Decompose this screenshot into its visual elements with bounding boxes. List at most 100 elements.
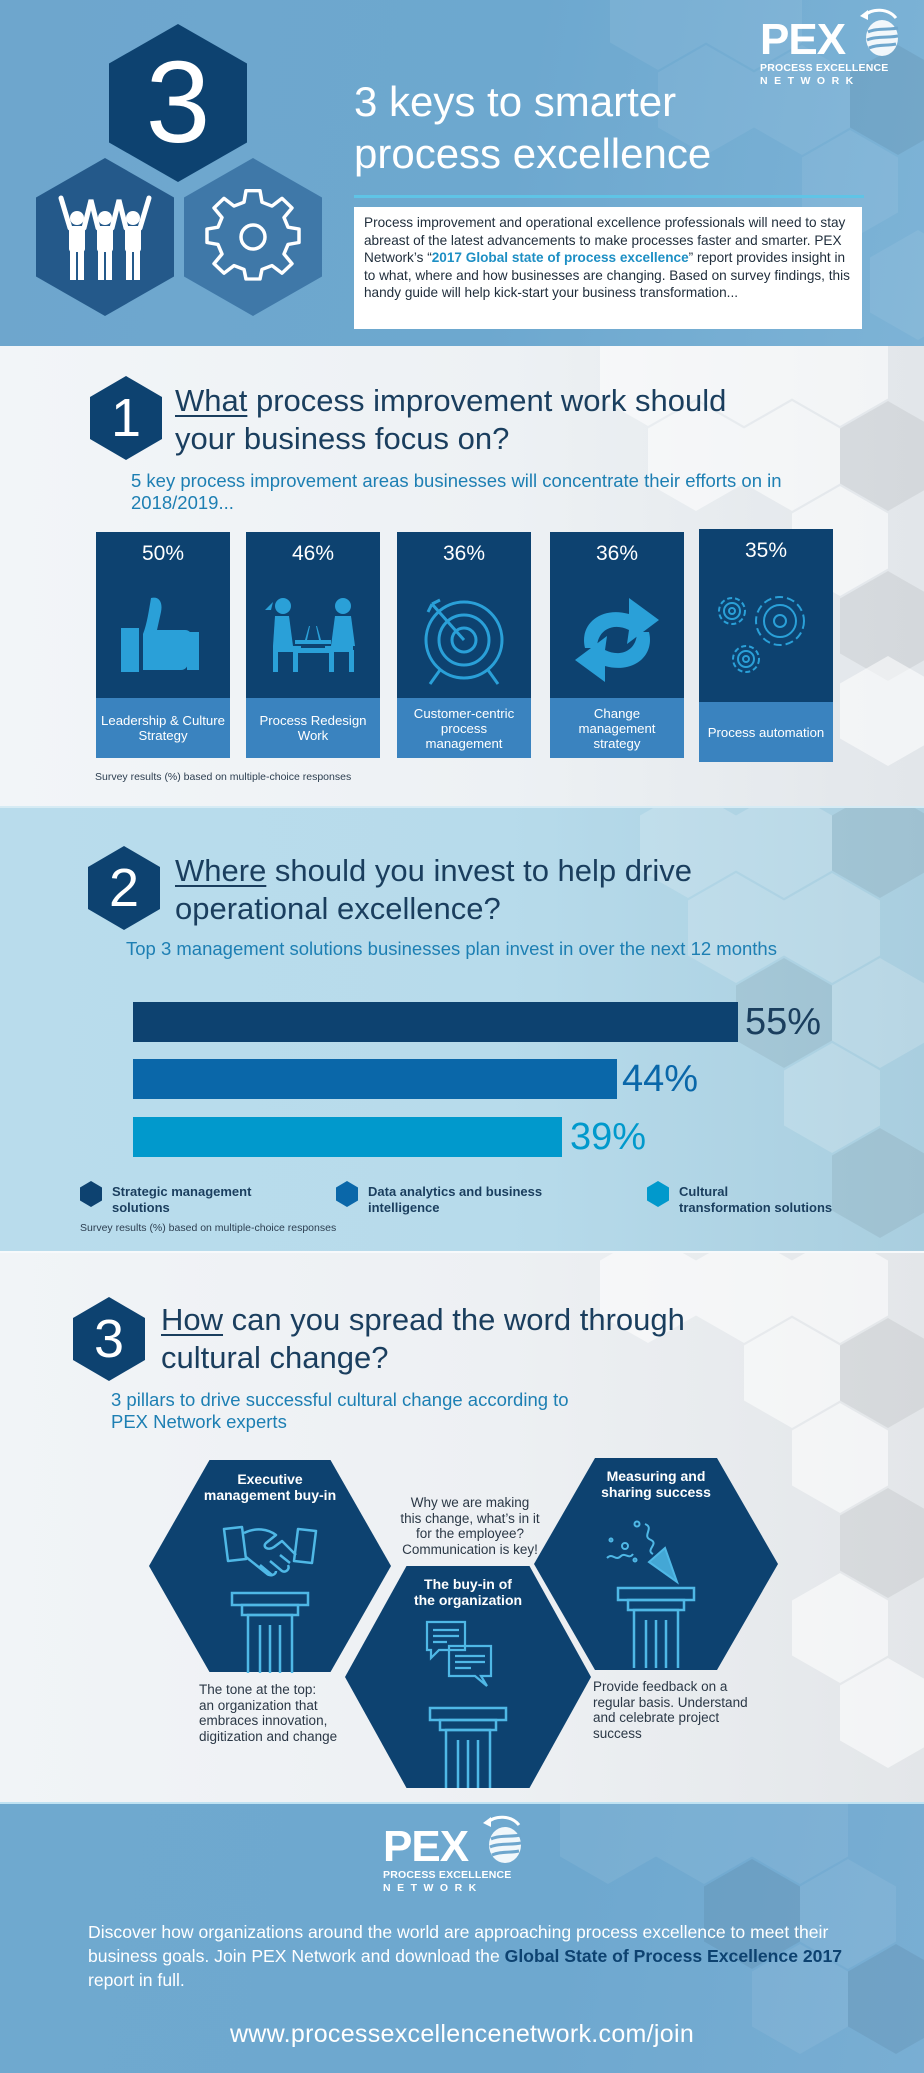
background-hexagon	[870, 230, 924, 340]
bar-cultural-transformation	[133, 1117, 562, 1157]
card-label: Leadership & Culture Strategy	[96, 698, 230, 758]
bar-value: 55%	[745, 1001, 822, 1043]
focus-card-customer-centric: 36% Customer-centric process management	[397, 532, 531, 758]
pillar-column-icon	[428, 1706, 508, 1788]
section-subtitle: 3 pillars to drive successful cultural c…	[111, 1389, 569, 1432]
title-line-1: 3 keys to smarter	[354, 78, 677, 125]
legend-item-analytics: Data analytics and business intelligence	[336, 1181, 543, 1216]
pillar-description: The tone at the top: an organization that…	[199, 1682, 338, 1744]
handshake-icon	[222, 1525, 318, 1577]
background-hexagon	[840, 656, 924, 766]
focus-card-leadership: 50% Leadership & Culture Strategy	[96, 532, 230, 758]
legend-hexagon-icon	[80, 1181, 102, 1207]
section-title: How can you spread the word through cult…	[161, 1301, 881, 1377]
background-hexagon	[560, 1804, 656, 1884]
report-name[interactable]: Global State of Process Excellence 2017	[504, 1946, 843, 1966]
bar-value: 39%	[570, 1116, 647, 1158]
pillar-column-icon	[230, 1591, 310, 1673]
background-hexagon	[648, 401, 744, 511]
title-rest: should you invest to help drive	[266, 853, 692, 888]
pex-logo-footer[interactable]: PEX PROCESS EXCELLENCE NETWORK	[383, 1815, 522, 1895]
background-hexagon	[800, 1859, 896, 1969]
report-link[interactable]: 2017 Global state of process excellence	[431, 250, 689, 266]
title-keyword: What	[175, 383, 248, 418]
card-percent: 35%	[744, 539, 788, 562]
legend-item-cultural: Cultural transformation solutions	[647, 1181, 833, 1216]
title-line-2: operational excellence?	[175, 891, 501, 926]
background-hexagon	[704, 1859, 800, 1969]
section-number-badge: 3	[73, 1297, 145, 1381]
pillar-column-icon	[616, 1586, 696, 1668]
party-popper-icon	[606, 1520, 679, 1585]
thumbs-up-icon	[121, 597, 199, 672]
survey-note: Survey results (%) based on multiple-cho…	[95, 771, 352, 783]
card-label: Customer-centric process management	[397, 698, 531, 758]
gear-icon	[205, 189, 301, 281]
background-hexagon	[784, 1043, 880, 1153]
legend-hexagon-icon	[647, 1181, 669, 1207]
intro-text-cont: ” report provides insight in to what, wh…	[364, 250, 850, 301]
card-label: Process automation	[699, 702, 833, 762]
bar-strategic-management	[133, 1002, 738, 1042]
gear-hexagon	[184, 158, 322, 316]
legend-hexagon-icon	[336, 1181, 358, 1207]
card-percent: 36%	[595, 542, 639, 565]
card-percent: 36%	[442, 542, 486, 565]
title-divider	[354, 195, 864, 198]
section-number-badge: 2	[88, 846, 160, 930]
refresh-arrows-icon	[575, 598, 659, 682]
background-hexagon	[744, 401, 840, 511]
title-keyword: Where	[175, 853, 267, 888]
legend-label: Cultural transformation solutions	[679, 1184, 833, 1215]
section-investment: 2 Where should you invest to help drive …	[0, 806, 924, 1251]
footer-section	[0, 1802, 924, 2073]
gears-icon	[718, 596, 805, 673]
section-focus-areas: 1 What process improvement work should y…	[0, 346, 924, 806]
background-hexagon	[752, 1944, 848, 2054]
logo-line-2: NETWORK	[760, 75, 860, 88]
title-keyword: How	[161, 1302, 224, 1337]
title-rest: can you spread the word through	[223, 1302, 685, 1337]
section-number-badge: 1	[90, 376, 162, 460]
pillar-description: Provide feedback on a regular basis. Unde…	[593, 1679, 748, 1741]
chat-bubbles-icon	[425, 1620, 493, 1687]
focus-card-automation: 35% Process automation	[699, 529, 833, 762]
target-icon	[424, 598, 504, 685]
card-label: Process Redesign Work	[246, 698, 380, 758]
background-hexagon	[792, 1573, 888, 1683]
intro-text: Process improvement and operational exce…	[364, 215, 846, 266]
globe-icon	[860, 8, 899, 56]
section-title: What process improvement work should you…	[175, 382, 875, 458]
title-rest: process improvement work should	[247, 383, 727, 418]
section-title: Where should you invest to help drive op…	[175, 852, 875, 928]
pillar-title: The buy-in of the organization	[413, 1576, 523, 1608]
people-working-icon	[265, 598, 355, 672]
bar-data-analytics	[133, 1059, 617, 1099]
badge-hexagon-three: 3	[109, 24, 247, 182]
page-title: 3 keys to smarter process excellence	[354, 76, 794, 180]
focus-card-redesign: 46% Process Redesign Work	[246, 532, 380, 758]
legend-item-strategic: Strategic management solutions	[80, 1181, 251, 1216]
bar-value: 44%	[622, 1058, 699, 1100]
pillar-title: Measuring and sharing success	[601, 1468, 711, 1500]
legend-label: Data analytics and business intelligence	[368, 1184, 543, 1215]
globe-icon	[483, 1815, 522, 1863]
pillar-description: Why we are making this change, what’s in …	[400, 1495, 540, 1557]
join-url-link[interactable]: www.processexcellencenetwork.com/join	[229, 2020, 695, 2048]
card-label: Change management strategy	[550, 698, 684, 758]
background-hexagon	[744, 1318, 840, 1428]
logo-line-1: PROCESS EXCELLENCE	[383, 1869, 512, 1881]
section-subtitle: Top 3 management solutions businesses pl…	[126, 938, 777, 959]
title-line-2: process excellence	[354, 130, 712, 177]
focus-card-change-management: 36% Change management strategy	[550, 532, 684, 758]
survey-note: Survey results (%) based on multiple-cho…	[80, 1222, 337, 1234]
section-cultural-change: 3 How can you spread the word through cu…	[0, 1251, 924, 1802]
header-section: 3 PEX PROCESS EXCELLENCE NETWORK	[0, 0, 924, 346]
footer-description: Discover how organizations around the wo…	[88, 1922, 843, 1990]
team-celebrating-icon	[58, 195, 152, 280]
pex-logo[interactable]: PEX PROCESS EXCELLENCE NETWORK	[760, 8, 899, 88]
logo-line-2: NETWORK	[383, 1882, 483, 1895]
pillar-title: Executive management buy-in	[203, 1471, 337, 1503]
title-line-2: cultural change?	[161, 1340, 389, 1375]
logo-line-1: PROCESS EXCELLENCE	[760, 62, 889, 74]
